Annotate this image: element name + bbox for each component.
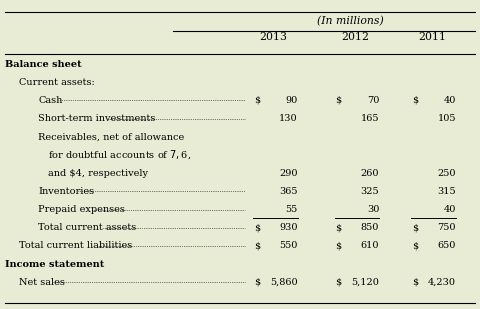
Text: $: $	[254, 96, 260, 105]
Text: 290: 290	[279, 169, 298, 178]
Text: Balance sheet: Balance sheet	[5, 60, 82, 69]
Text: 550: 550	[279, 241, 298, 250]
Text: 5,120: 5,120	[351, 278, 379, 287]
Text: 610: 610	[360, 241, 379, 250]
Text: 55: 55	[285, 205, 298, 214]
Text: Net sales: Net sales	[19, 278, 65, 287]
Text: $: $	[336, 241, 342, 250]
Text: Total current liabilities: Total current liabilities	[19, 241, 132, 250]
Text: 260: 260	[360, 169, 379, 178]
Text: $: $	[412, 223, 419, 232]
Text: $: $	[412, 96, 419, 105]
Text: 40: 40	[444, 96, 456, 105]
Text: Short-term investments: Short-term investments	[38, 114, 156, 123]
Text: 2011: 2011	[418, 32, 446, 42]
Text: 2013: 2013	[260, 32, 288, 42]
Text: 90: 90	[285, 96, 298, 105]
Text: $: $	[336, 96, 342, 105]
Text: Income statement: Income statement	[5, 260, 104, 269]
Text: 750: 750	[437, 223, 456, 232]
Text: $: $	[254, 223, 260, 232]
Text: 250: 250	[437, 169, 456, 178]
Text: $: $	[336, 223, 342, 232]
Text: $: $	[254, 241, 260, 250]
Text: 4,230: 4,230	[428, 278, 456, 287]
Text: 5,860: 5,860	[270, 278, 298, 287]
Text: 365: 365	[279, 187, 298, 196]
Text: 70: 70	[367, 96, 379, 105]
Text: 130: 130	[279, 114, 298, 123]
Text: 165: 165	[360, 114, 379, 123]
Text: 30: 30	[367, 205, 379, 214]
Text: for doubtful accounts of $7, $6,: for doubtful accounts of $7, $6,	[48, 149, 191, 161]
Text: Prepaid expenses: Prepaid expenses	[38, 205, 125, 214]
Text: 850: 850	[361, 223, 379, 232]
Text: (In millions): (In millions)	[317, 16, 384, 26]
Text: 40: 40	[444, 205, 456, 214]
Text: Total current assets: Total current assets	[38, 223, 137, 232]
Text: $: $	[254, 278, 260, 287]
Text: and $4, respectively: and $4, respectively	[48, 169, 148, 178]
Text: $: $	[412, 241, 419, 250]
Text: Inventories: Inventories	[38, 187, 95, 196]
Text: 930: 930	[279, 223, 298, 232]
Text: $: $	[412, 278, 419, 287]
Text: 105: 105	[437, 114, 456, 123]
Text: Cash: Cash	[38, 96, 63, 105]
Text: 650: 650	[438, 241, 456, 250]
Text: Current assets:: Current assets:	[19, 78, 95, 87]
Text: 315: 315	[437, 187, 456, 196]
Text: Receivables, net of allowance: Receivables, net of allowance	[38, 132, 185, 141]
Text: 2012: 2012	[341, 32, 369, 42]
Text: $: $	[336, 278, 342, 287]
Text: 325: 325	[360, 187, 379, 196]
